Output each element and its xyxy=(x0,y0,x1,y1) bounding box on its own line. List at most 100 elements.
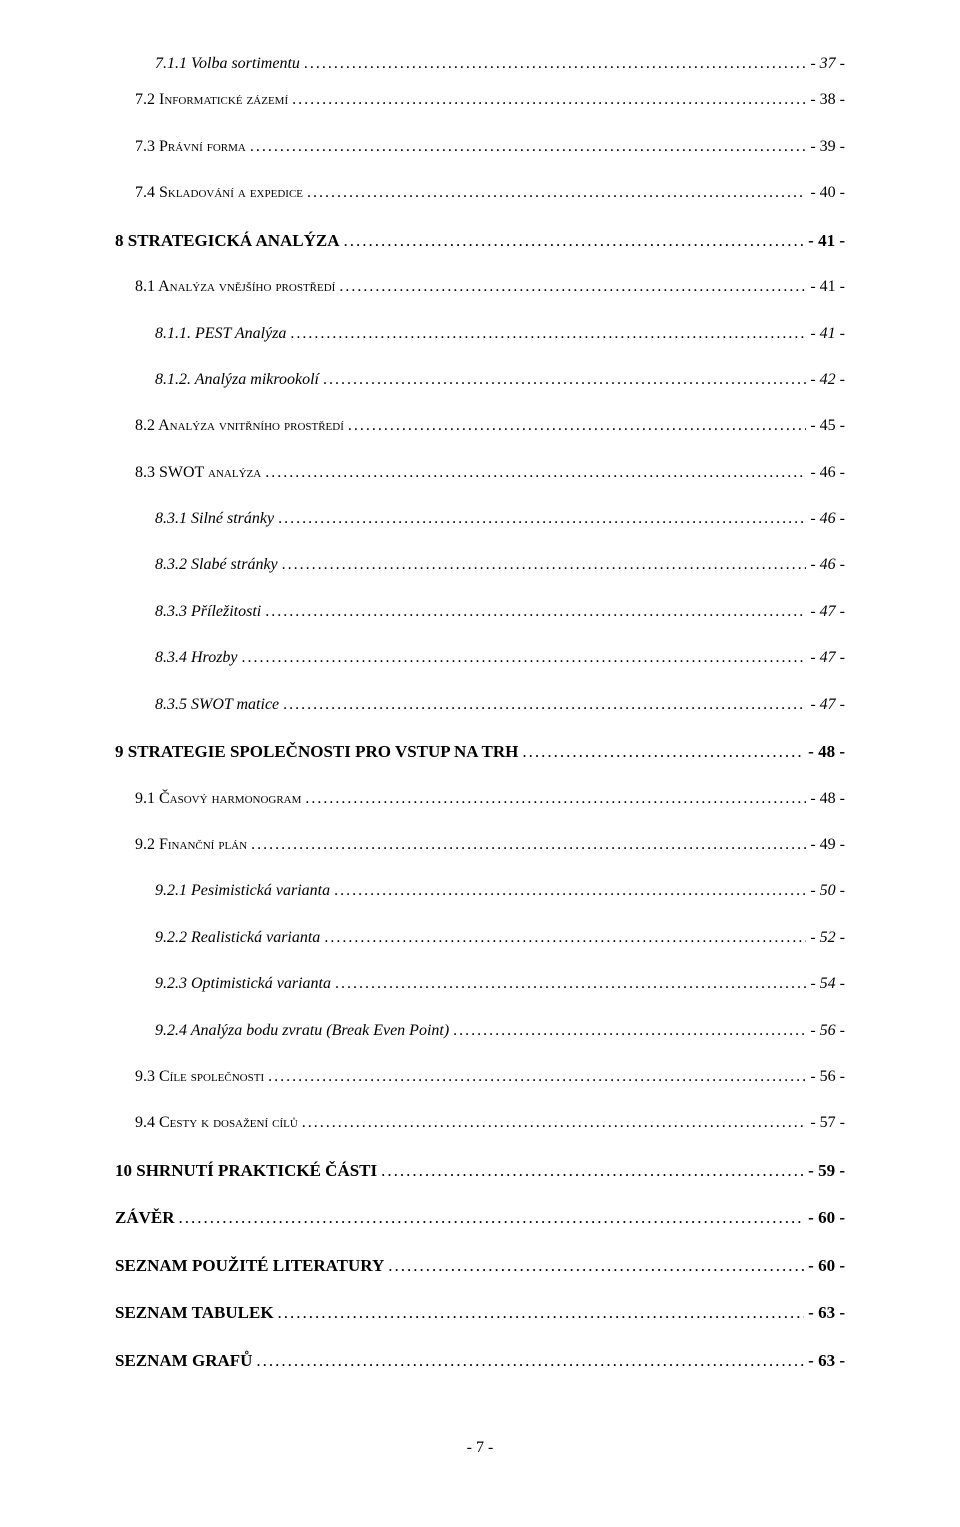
toc-entry-page: - 57 - xyxy=(810,1114,845,1132)
toc-entry-label: 8.3.3 Příležitosti xyxy=(155,603,261,621)
toc-entry: 8.1.1. PEST Analýza - 41 - xyxy=(115,325,845,343)
toc-entry-label: 9.2.4 Analýza bodu zvratu (Break Even Po… xyxy=(155,1022,449,1040)
table-of-contents: 7.1.1 Volba sortimentu - 37 - 7.2 Informat… xyxy=(115,55,845,1370)
toc-entry: 10 SHRNUTÍ PRAKTICKÉ ČÁSTI- 59 - xyxy=(115,1161,845,1181)
toc-leader-dots xyxy=(290,325,806,343)
toc-entry: 9.1 Časový harmonogram- 48 - xyxy=(115,790,845,808)
toc-entry-label: 8 STRATEGICKÁ ANALÝZA xyxy=(115,231,340,251)
toc-entry-label: 8.2 Analýza vnitřního prostředí xyxy=(135,417,344,435)
toc-leader-dots xyxy=(307,184,806,202)
toc-entry-label: 8.1.1. PEST Analýza xyxy=(155,325,286,343)
toc-entry: 8 STRATEGICKÁ ANALÝZA - 41 - xyxy=(115,231,845,251)
toc-leader-dots xyxy=(265,603,806,621)
toc-entry: 9.3 Cíle společnosti- 56 - xyxy=(115,1068,845,1086)
toc-leader-dots xyxy=(388,1256,804,1276)
toc-entry-label: 7.3 Právní forma xyxy=(135,138,246,156)
toc-entry-label: 8.3.2 Slabé stránky xyxy=(155,556,278,574)
toc-leader-dots xyxy=(324,929,806,947)
toc-entry-label: 8.1.2. Analýza mikrookolí xyxy=(155,371,319,389)
toc-entry: SEZNAM TABULEK - 63 - xyxy=(115,1303,845,1323)
toc-leader-dots xyxy=(304,55,806,73)
toc-leader-dots xyxy=(302,1114,807,1132)
toc-leader-dots xyxy=(242,649,807,667)
toc-entry-label: 9.2.1 Pesimistická varianta xyxy=(155,882,330,900)
toc-entry: 9.2.2 Realistická varianta- 52 - xyxy=(115,929,845,947)
toc-entry-page: - 48 - xyxy=(808,742,845,762)
toc-leader-dots xyxy=(278,1303,805,1323)
toc-entry-page: - 46 - xyxy=(810,464,845,482)
document-page: 7.1.1 Volba sortimentu - 37 - 7.2 Informat… xyxy=(0,0,960,1527)
toc-entry-label: 7.4 Skladování a expedice xyxy=(135,184,303,202)
page-number-footer: - 7 - xyxy=(0,1439,960,1457)
toc-entry-page: - 41 - xyxy=(808,231,845,251)
toc-entry-label: 9 STRATEGIE SPOLEČNOSTI PRO VSTUP NA TRH xyxy=(115,742,518,762)
toc-entry-label: 7.1.1 Volba sortimentu xyxy=(155,55,300,73)
toc-entry-label: SEZNAM TABULEK xyxy=(115,1303,274,1323)
toc-leader-dots xyxy=(335,975,806,993)
toc-leader-dots xyxy=(292,91,806,109)
toc-entry-page: - 63 - xyxy=(808,1303,845,1323)
toc-entry-page: - 41 - xyxy=(810,278,845,296)
toc-leader-dots xyxy=(265,464,806,482)
toc-entry: SEZNAM POUŽITÉ LITERATURY- 60 - xyxy=(115,1256,845,1276)
toc-entry-page: - 42 - xyxy=(810,371,845,389)
toc-entry-label: 8.3.5 SWOT matice xyxy=(155,696,279,714)
toc-entry-page: - 47 - xyxy=(810,649,845,667)
toc-entry-page: - 41 - xyxy=(810,325,845,343)
toc-entry-page: - 40 - xyxy=(810,184,845,202)
toc-entry: 8.3.2 Slabé stránky - 46 - xyxy=(115,556,845,574)
toc-entry-label: 8.3.1 Silné stránky xyxy=(155,510,274,528)
toc-entry: 8.3 SWOT analýza - 46 - xyxy=(115,464,845,482)
toc-leader-dots xyxy=(305,790,806,808)
toc-entry-label: 8.3 SWOT analýza xyxy=(135,464,261,482)
toc-leader-dots xyxy=(283,696,806,714)
toc-entry: 9.2.1 Pesimistická varianta - 50 - xyxy=(115,882,845,900)
toc-entry: 8.2 Analýza vnitřního prostředí - 45 - xyxy=(115,417,845,435)
toc-leader-dots xyxy=(453,1022,806,1040)
toc-entry-label: 7.2 Informatické zázemí xyxy=(135,91,288,109)
toc-entry-label: ZÁVĚR xyxy=(115,1208,175,1228)
toc-leader-dots xyxy=(348,417,806,435)
toc-entry: 9.2.4 Analýza bodu zvratu (Break Even Po… xyxy=(115,1022,845,1040)
toc-entry-label: 9.2 Finanční plán xyxy=(135,836,247,854)
toc-entry-page: - 39 - xyxy=(810,138,845,156)
toc-leader-dots xyxy=(251,836,806,854)
toc-entry-label: 9.2.3 Optimistická varianta xyxy=(155,975,331,993)
toc-entry: 9.2.3 Optimistická varianta- 54 - xyxy=(115,975,845,993)
toc-entry: 7.3 Právní forma - 39 - xyxy=(115,138,845,156)
toc-entry-label: SEZNAM GRAFŮ xyxy=(115,1351,252,1371)
toc-entry: 9.2 Finanční plán- 49 - xyxy=(115,836,845,854)
toc-entry-page: - 37 - xyxy=(810,55,845,73)
toc-entry-page: - 46 - xyxy=(810,556,845,574)
toc-entry-page: - 56 - xyxy=(810,1022,845,1040)
toc-entry-page: - 47 - xyxy=(810,603,845,621)
toc-leader-dots xyxy=(278,510,806,528)
toc-entry-page: - 46 - xyxy=(810,510,845,528)
toc-entry: ZÁVĚR- 60 - xyxy=(115,1208,845,1228)
toc-leader-dots xyxy=(256,1351,804,1371)
toc-leader-dots xyxy=(522,742,804,762)
toc-entry-page: - 48 - xyxy=(810,790,845,808)
toc-entry-page: - 47 - xyxy=(810,696,845,714)
toc-entry: 7.2 Informatické zázemí- 38 - xyxy=(115,91,845,109)
toc-entry: 8.3.5 SWOT matice - 47 - xyxy=(115,696,845,714)
toc-entry: 8.1 Analýza vnějšího prostředí - 41 - xyxy=(115,278,845,296)
toc-entry: 9.4 Cesty k dosažení cílů- 57 - xyxy=(115,1114,845,1132)
toc-entry-page: - 52 - xyxy=(810,929,845,947)
toc-entry-page: - 63 - xyxy=(808,1351,845,1371)
toc-entry-page: - 59 - xyxy=(808,1161,845,1181)
toc-entry-label: 9.3 Cíle společnosti xyxy=(135,1068,264,1086)
toc-entry-page: - 60 - xyxy=(808,1256,845,1276)
toc-entry: 9 STRATEGIE SPOLEČNOSTI PRO VSTUP NA TRH… xyxy=(115,742,845,762)
toc-entry: 7.4 Skladování a expedice - 40 - xyxy=(115,184,845,202)
toc-leader-dots xyxy=(179,1208,805,1228)
toc-entry-page: - 50 - xyxy=(810,882,845,900)
toc-entry: 8.3.4 Hrozby - 47 - xyxy=(115,649,845,667)
toc-entry-label: 8.3.4 Hrozby xyxy=(155,649,238,667)
toc-entry-page: - 45 - xyxy=(810,417,845,435)
toc-leader-dots xyxy=(282,556,807,574)
toc-leader-dots xyxy=(339,278,806,296)
toc-leader-dots xyxy=(323,371,806,389)
toc-entry: 7.1.1 Volba sortimentu - 37 - xyxy=(115,55,845,73)
toc-entry-label: 8.1 Analýza vnějšího prostředí xyxy=(135,278,335,296)
